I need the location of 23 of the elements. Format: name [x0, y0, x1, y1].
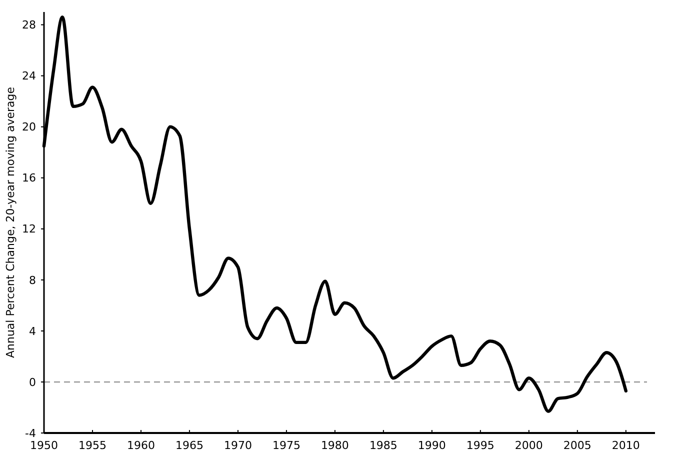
y-tick-label: 16: [22, 172, 36, 185]
x-tick-label: 2005: [563, 439, 592, 452]
x-tick-label: 1990: [418, 439, 446, 452]
x-tick-label: 1970: [224, 439, 252, 452]
x-tick-label: 2000: [514, 439, 543, 452]
y-tick-label: 20: [22, 120, 36, 134]
y-tick-label: 24: [22, 70, 36, 83]
x-tick-label: 1980: [320, 439, 349, 452]
y-tick-label: 28: [22, 18, 36, 32]
x-tick-label: 1985: [369, 439, 398, 452]
y-tick-label: 8: [29, 274, 36, 287]
x-tick-label: 1955: [78, 439, 106, 452]
x-tick-label: 1965: [175, 439, 204, 452]
x-tick-label: 1950: [30, 439, 58, 452]
y-tick-label: 0: [29, 376, 36, 389]
y-tick-label: 12: [22, 222, 36, 236]
x-tick-label: 2010: [612, 439, 640, 452]
y-tick-label: -4: [25, 426, 36, 440]
y-tick-label: 4: [29, 324, 36, 338]
y-axis-title: Annual Percent Change, 20-year moving average: [4, 86, 17, 358]
x-tick-label: 1995: [466, 439, 494, 452]
x-tick-label: 1960: [126, 439, 155, 452]
x-tick-label: 1975: [272, 439, 300, 452]
